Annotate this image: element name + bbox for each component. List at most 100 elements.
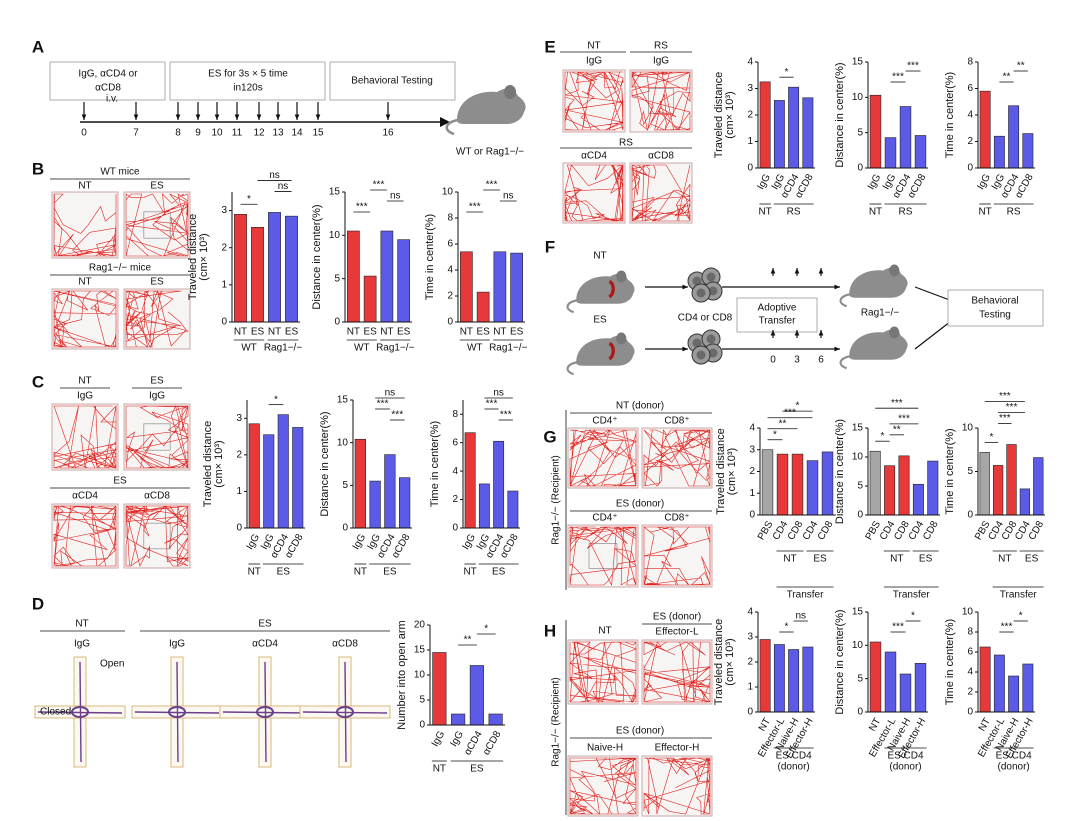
y-tick-label: 2 [236, 449, 242, 460]
x-tick-label: CD8 [921, 519, 941, 542]
x-tick-label: ES [363, 327, 377, 338]
arrow-head [770, 268, 776, 274]
y-tick-label: 8 [447, 213, 453, 224]
group-label: (donor) [998, 762, 1030, 773]
y-tick-label: 10 [337, 437, 349, 448]
y-tick-label: 10 [962, 607, 974, 618]
bar [347, 230, 360, 323]
label: Rag1−/− mice [89, 263, 152, 274]
significance-label: * [785, 67, 789, 78]
trajectory [37, 661, 123, 763]
arrow-head [682, 346, 688, 352]
bar [354, 438, 366, 529]
label: WT mice [100, 167, 140, 178]
y-tick-label: 15 [337, 395, 349, 406]
bar [992, 465, 1004, 516]
significance-label: *** [356, 202, 368, 213]
brain-region [608, 341, 615, 361]
bar [469, 665, 484, 726]
bar [1022, 663, 1034, 713]
bar [979, 90, 991, 169]
y-tick-label: 1 [747, 682, 753, 693]
bar [399, 477, 411, 529]
y-axis-label: (cm× 10³) [726, 448, 738, 495]
day-label: 3 [794, 355, 800, 366]
significance-label: *** [891, 398, 903, 409]
y-tick-label: 10 [414, 670, 426, 681]
label: ES (donor) [653, 612, 701, 623]
y-tick-label: 0 [857, 163, 863, 174]
track-arena [567, 427, 639, 489]
label: Adoptive [758, 303, 797, 314]
bar [761, 449, 774, 516]
track-arena [51, 191, 119, 259]
bar [869, 641, 882, 713]
y-tick-label: 2 [967, 687, 973, 698]
significance-label: ns [503, 191, 514, 202]
day-label: 13 [272, 128, 284, 139]
panel-label: F [545, 237, 555, 256]
y-tick-label: 6 [447, 239, 453, 250]
label: NT [75, 619, 88, 630]
label: CD4⁺ [592, 513, 617, 524]
y-tick-label: 6 [967, 83, 973, 94]
y-axis-label: Traveled distance [713, 619, 725, 705]
y-tick-label: 0 [747, 163, 753, 174]
y-tick-label: 10 [852, 92, 864, 103]
y-tick-label: 3 [747, 83, 753, 94]
bar [993, 135, 1005, 169]
significance-label: *** [1001, 622, 1013, 633]
mouse-tail [445, 118, 459, 136]
bar [285, 215, 298, 323]
label: Behavioral Testing [351, 76, 433, 87]
significance-label: ns [390, 191, 401, 202]
label: ES [150, 376, 164, 387]
trajectory-center [168, 706, 186, 718]
track-arena [641, 639, 713, 705]
label: αCD8 [144, 491, 170, 502]
group-label: NT [978, 207, 991, 218]
track-arena [562, 162, 626, 224]
y-tick-label: 2 [447, 291, 453, 302]
mouse-tail [839, 293, 851, 308]
y-tick-label: 5 [857, 127, 863, 138]
bar [369, 480, 381, 529]
significance-label: ns [278, 181, 289, 192]
day-label: 6 [818, 355, 824, 366]
significance-label: *** [500, 410, 512, 421]
group-label: NT [758, 207, 771, 218]
x-tick-label: ES [510, 327, 524, 338]
day-label: 15 [312, 128, 324, 139]
bar [773, 644, 785, 713]
x-tick-label: IgG [430, 729, 448, 749]
y-axis-label: (cm× 10³) [724, 91, 736, 138]
x-tick-label: IgG [448, 729, 466, 749]
group-label: Transfer [893, 590, 931, 601]
significance-label: * [880, 431, 884, 442]
y-tick-label: 5 [334, 273, 340, 284]
y-tick-label: 2 [749, 466, 755, 477]
trajectory [643, 757, 711, 815]
arrow-head [214, 114, 220, 120]
group-label: ES [277, 567, 291, 578]
label: ES [258, 619, 272, 630]
x-tick-label: IgG [755, 172, 773, 192]
group-label: Transfer [787, 590, 825, 601]
group-label: Rag1−/− [376, 343, 415, 354]
x-tick-label: IgG [460, 532, 478, 552]
label: i.v. [106, 94, 118, 105]
mouse-ear [616, 270, 627, 283]
y-axis-label: Distance in center(%) [311, 204, 323, 309]
label: NT (donor) [616, 401, 664, 412]
mouse-icon [566, 270, 635, 314]
y-tick-label: 8 [452, 409, 458, 420]
bar [884, 137, 897, 169]
y-tick-label: 10 [852, 640, 864, 651]
group-label: (donor) [889, 762, 921, 773]
significance-label: *** [486, 399, 498, 410]
group-label: NT [998, 554, 1011, 565]
significance-label: ns [385, 388, 396, 399]
y-axis-label: (cm× 10³) [198, 233, 210, 280]
y-tick-label: 15 [852, 57, 864, 68]
brain-region [608, 279, 615, 299]
